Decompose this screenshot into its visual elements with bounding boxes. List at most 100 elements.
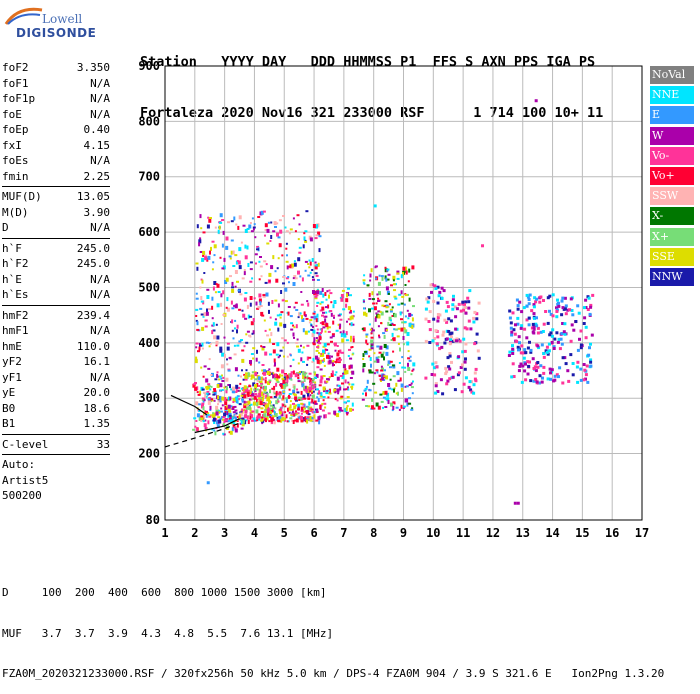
echo-point (392, 405, 395, 410)
echo-point (448, 367, 452, 371)
echo-point (445, 300, 449, 304)
echo-point (450, 360, 453, 364)
echo-point (525, 304, 529, 308)
echo-point (375, 302, 378, 305)
echo-point (535, 316, 538, 320)
echo-point (316, 279, 320, 281)
echo-point (311, 269, 314, 271)
echo-point (250, 353, 254, 355)
echo-point (236, 389, 240, 392)
echo-point (318, 342, 322, 345)
echo-point (402, 266, 406, 271)
echo-point (531, 357, 535, 361)
echo-point (310, 408, 313, 411)
echo-point (234, 305, 237, 308)
echo-point (235, 391, 238, 393)
echo-point (542, 352, 546, 355)
echo-point (307, 395, 311, 398)
echo-point (236, 395, 240, 398)
echo-point (529, 348, 533, 352)
echo-point (392, 275, 396, 280)
echo-point (289, 400, 292, 403)
echo-point (327, 304, 330, 309)
echo-point (409, 314, 413, 317)
echo-point (391, 388, 394, 391)
echo-point (383, 375, 386, 378)
echo-point (308, 356, 312, 359)
echo-point (199, 390, 202, 395)
echo-point (325, 323, 329, 328)
echo-point (338, 357, 341, 360)
echo-point (457, 302, 461, 306)
param-value: N/A (90, 370, 110, 384)
echo-point (239, 412, 243, 417)
echo-point (314, 381, 317, 384)
echo-point (235, 412, 238, 415)
echo-point (195, 308, 199, 311)
echo-point (380, 311, 384, 316)
echo-point (427, 296, 431, 300)
echo-point (388, 387, 392, 390)
echo-point (362, 279, 366, 282)
echo-point (591, 293, 595, 297)
echo-point (524, 351, 528, 355)
echo-point (245, 333, 248, 336)
param-name: foF2 (2, 61, 29, 74)
echo-point (462, 308, 466, 312)
echo-point (217, 403, 219, 406)
echo-point (249, 268, 253, 271)
echo-point (275, 390, 278, 393)
echo-point (203, 416, 205, 421)
echo-point (222, 376, 225, 379)
echo-point (297, 348, 301, 353)
echo-point (401, 356, 404, 359)
echo-point (521, 364, 525, 368)
echo-point (455, 307, 459, 311)
echo-point (214, 431, 217, 436)
echo-point (272, 230, 276, 233)
echo-point (229, 257, 232, 260)
echo-point (520, 324, 524, 328)
echo-point (304, 269, 307, 272)
echo-point (318, 248, 321, 253)
echo-point (397, 327, 401, 330)
echo-point (258, 393, 262, 397)
echo-point (287, 311, 290, 316)
echo-point (510, 330, 514, 334)
echo-point (407, 362, 409, 367)
echo-point (226, 386, 228, 391)
echo-point (451, 303, 455, 307)
echo-point (563, 356, 567, 360)
echo-point (205, 410, 208, 413)
echo-point (208, 308, 211, 311)
echo-point (389, 308, 393, 311)
echo-point (212, 286, 215, 291)
echo-point (245, 386, 249, 389)
echo-point (231, 386, 235, 391)
echo-point (237, 289, 241, 292)
echo-point (201, 398, 204, 401)
echo-point (463, 302, 466, 306)
echo-point (261, 364, 265, 366)
echo-point (321, 288, 324, 292)
echo-point (381, 276, 384, 281)
echo-point (412, 380, 414, 383)
echo-point (266, 381, 270, 384)
echo-point (339, 386, 342, 391)
echo-point (219, 348, 223, 353)
echo-point (563, 322, 567, 326)
echo-point (412, 362, 416, 367)
echo-point (560, 332, 564, 335)
echo-point (380, 380, 382, 382)
echo-point (555, 315, 559, 319)
echo-point (195, 319, 198, 322)
echo-point (315, 349, 319, 352)
echo-point (246, 330, 250, 333)
echo-point (318, 352, 320, 354)
echo-point (538, 374, 542, 378)
echo-point (241, 309, 244, 312)
echo-point (464, 376, 468, 380)
echo-point (292, 370, 295, 375)
echo-point (306, 344, 310, 347)
echo-point (405, 385, 409, 388)
